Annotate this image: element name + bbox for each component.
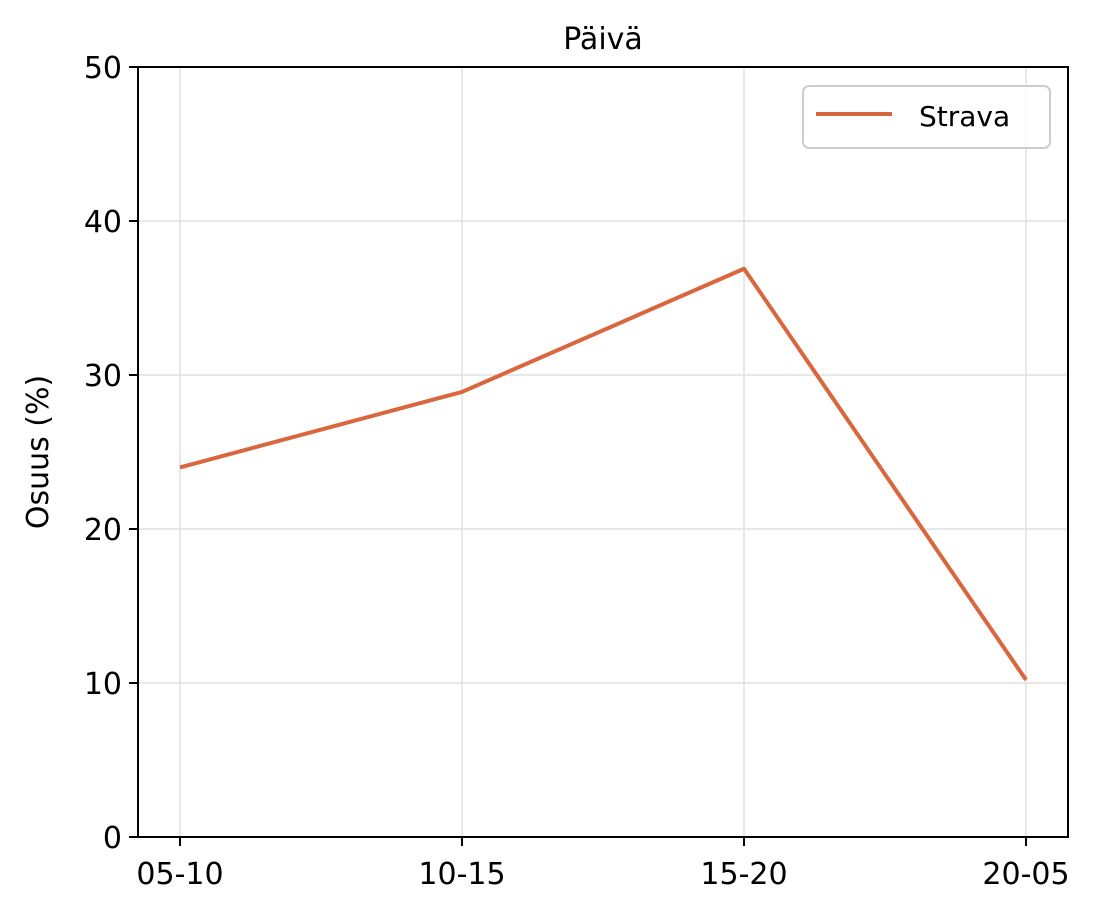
y-tick-label: 50 (84, 51, 122, 86)
x-tick-label: 10-15 (418, 857, 505, 892)
legend: Strava (802, 85, 1051, 149)
axis-ticks: 0 10 20 30 40 50 05-10 10-15 15-20 20-05 (84, 51, 1070, 892)
x-tick-label: 05-10 (136, 857, 223, 892)
y-tick-label: 20 (84, 513, 122, 548)
plot-area-frame (137, 66, 1069, 838)
x-tick-label: 20-05 (982, 857, 1069, 892)
legend-label-strava: Strava (919, 100, 1010, 133)
y-tick-label: 10 (84, 667, 122, 702)
x-tick-label: 15-20 (700, 857, 787, 892)
y-tick-label: 0 (103, 821, 122, 856)
y-tick-label: 40 (84, 205, 122, 240)
series-lines (179, 266, 1028, 682)
series-line-strava (179, 266, 1028, 682)
chart-title: Päivä (563, 22, 643, 57)
y-tick-label: 30 (84, 359, 122, 394)
y-axis-title: Osuus (%) (21, 375, 56, 529)
legend-box (802, 85, 1051, 149)
